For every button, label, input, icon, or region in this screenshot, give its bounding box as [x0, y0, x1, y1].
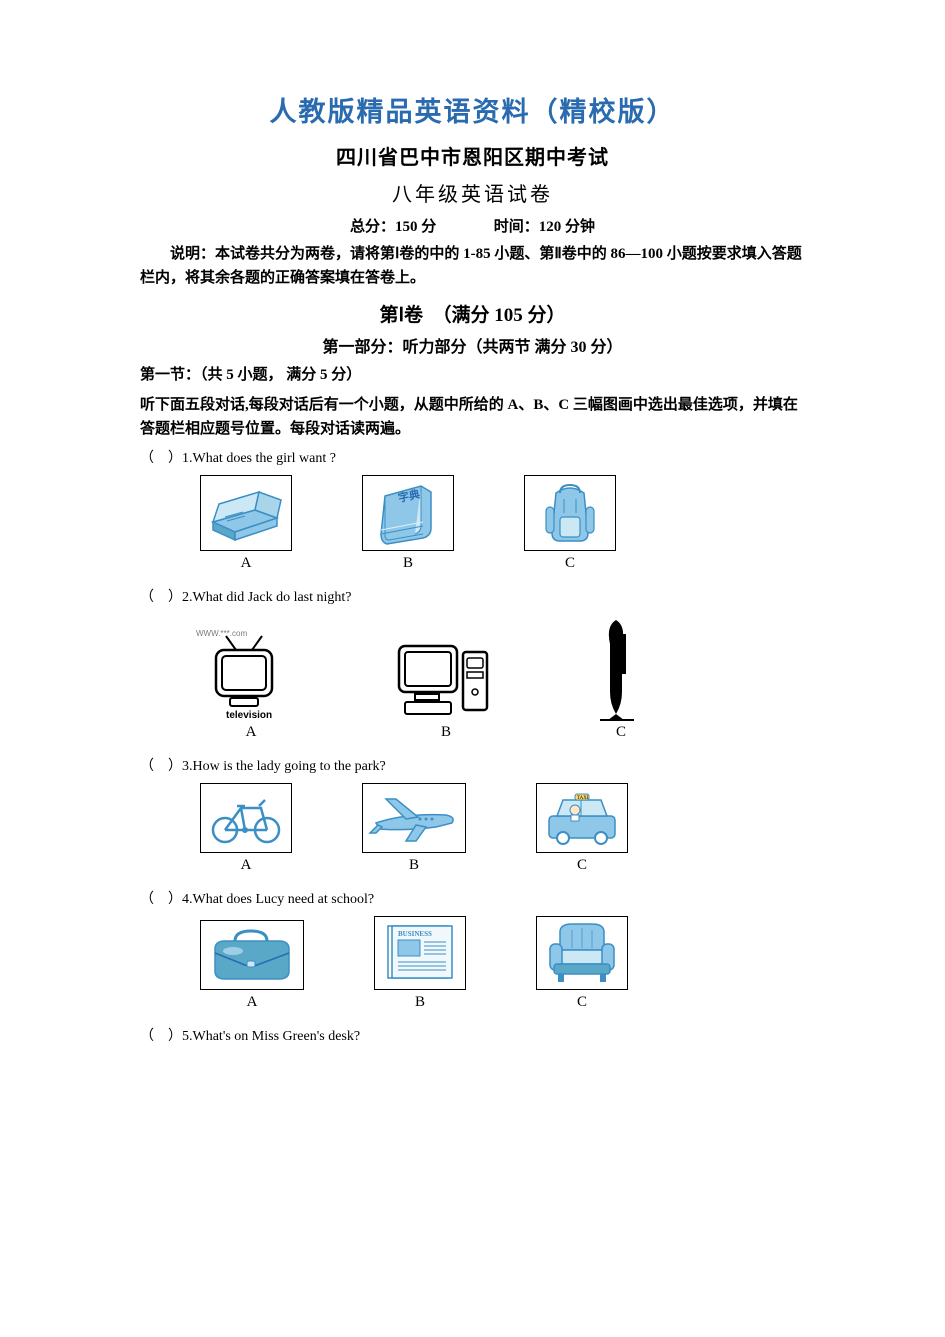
armchair-icon [542, 920, 622, 986]
q2-opt-b: B [391, 632, 501, 741]
question-2: （ ）2.What did Jack do last night? [140, 586, 805, 606]
question-3: （ ）3.How is the lady going to the park? [140, 755, 805, 775]
q1-options: A 字典 B C [200, 475, 805, 572]
section-heading: 第Ⅰ卷 （满分 105 分） [140, 300, 805, 327]
pencil-case-icon [205, 482, 287, 544]
time-limit: 时间：120 分钟 [494, 219, 595, 235]
question-1: （ ）1.What does the girl want ? [140, 447, 805, 467]
newspaper-icon: BUSINESS [380, 920, 460, 986]
q2-options: WWW.***.com television A [196, 614, 805, 741]
opt-label: C [586, 724, 656, 741]
taxi-icon: TAXI [541, 788, 623, 848]
rubric-1: 第一节：（共 5 小题， 满分 5 分） [140, 363, 805, 387]
instruction: 说明：本试卷共分为两卷，请将第Ⅰ卷的中的 1-85 小题、第Ⅱ卷中的 86—10… [140, 242, 805, 290]
television-icon: WWW.***.com television [196, 628, 292, 724]
exam-name: 八年级英语试卷 [140, 178, 805, 207]
opt-label: C [536, 994, 628, 1011]
q4-opt-a: A [200, 920, 304, 1011]
qtext: What does Lucy need at school? [193, 892, 375, 907]
opt-label: A [200, 857, 292, 874]
q3-opt-b: B [362, 783, 466, 874]
bag-icon [205, 925, 299, 985]
opt-label: B [374, 994, 466, 1011]
q1-opt-c: C [524, 475, 616, 572]
opt-label: B [391, 724, 501, 741]
q3-options: A B TAXI [200, 783, 805, 874]
question-5: （ ）5.What's on Miss Green's desk? [140, 1025, 805, 1045]
qtext: What did Jack do last night? [193, 590, 352, 605]
qtext: What does the girl want ? [193, 451, 336, 466]
svg-text:TAXI: TAXI [577, 796, 589, 801]
backpack-icon [538, 479, 602, 547]
opt-label: B [362, 857, 466, 874]
meta-row: 总分：150 分 时间：120 分钟 [140, 215, 805, 236]
bicycle-icon [205, 790, 287, 846]
svg-text:television: television [226, 710, 272, 721]
airplane-icon [366, 789, 462, 847]
opt-label: C [524, 555, 616, 572]
dictionary-icon: 字典 [373, 480, 443, 546]
subtitle: 四川省巴中市恩阳区期中考试 [140, 141, 805, 170]
qnum: 3 [182, 759, 189, 774]
q3-opt-a: A [200, 783, 292, 874]
qnum: 2 [182, 590, 189, 605]
rubric-2: 听下面五段对话,每段对话后有一个小题，从题中所给的 A、B、C 三幅图画中选出最… [140, 393, 805, 441]
q4-opt-b: BUSINESS B [374, 916, 466, 1011]
qnum: 1 [182, 451, 189, 466]
q1-opt-b: 字典 B [362, 475, 454, 572]
computer-icon [391, 632, 501, 724]
q2-opt-c: C [586, 614, 656, 741]
pen-icon [586, 614, 646, 724]
q4-options: A BUSINESS B [200, 916, 805, 1011]
q2-opt-a: WWW.***.com television A [196, 628, 306, 741]
opt-label: C [536, 857, 628, 874]
question-4: （ ）4.What does Lucy need at school? [140, 888, 805, 908]
total-score: 总分：150 分 [350, 219, 436, 235]
qnum: 5 [182, 1029, 189, 1044]
svg-text:WWW.***.com: WWW.***.com [196, 629, 247, 638]
svg-text:BUSINESS: BUSINESS [398, 930, 432, 938]
qtext: How is the lady going to the park? [193, 759, 386, 774]
opt-label: A [200, 994, 304, 1011]
main-title: 人教版精品英语资料（精校版） [140, 90, 805, 129]
opt-label: A [196, 724, 306, 741]
opt-label: A [200, 555, 292, 572]
qnum: 4 [182, 892, 189, 907]
q3-opt-c: TAXI C [536, 783, 628, 874]
q4-opt-c: C [536, 916, 628, 1011]
q1-opt-a: A [200, 475, 292, 572]
part-heading: 第一部分：听力部分（共两节 满分 30 分） [140, 333, 805, 357]
qtext: What's on Miss Green's desk? [193, 1029, 361, 1044]
opt-label: B [362, 555, 454, 572]
